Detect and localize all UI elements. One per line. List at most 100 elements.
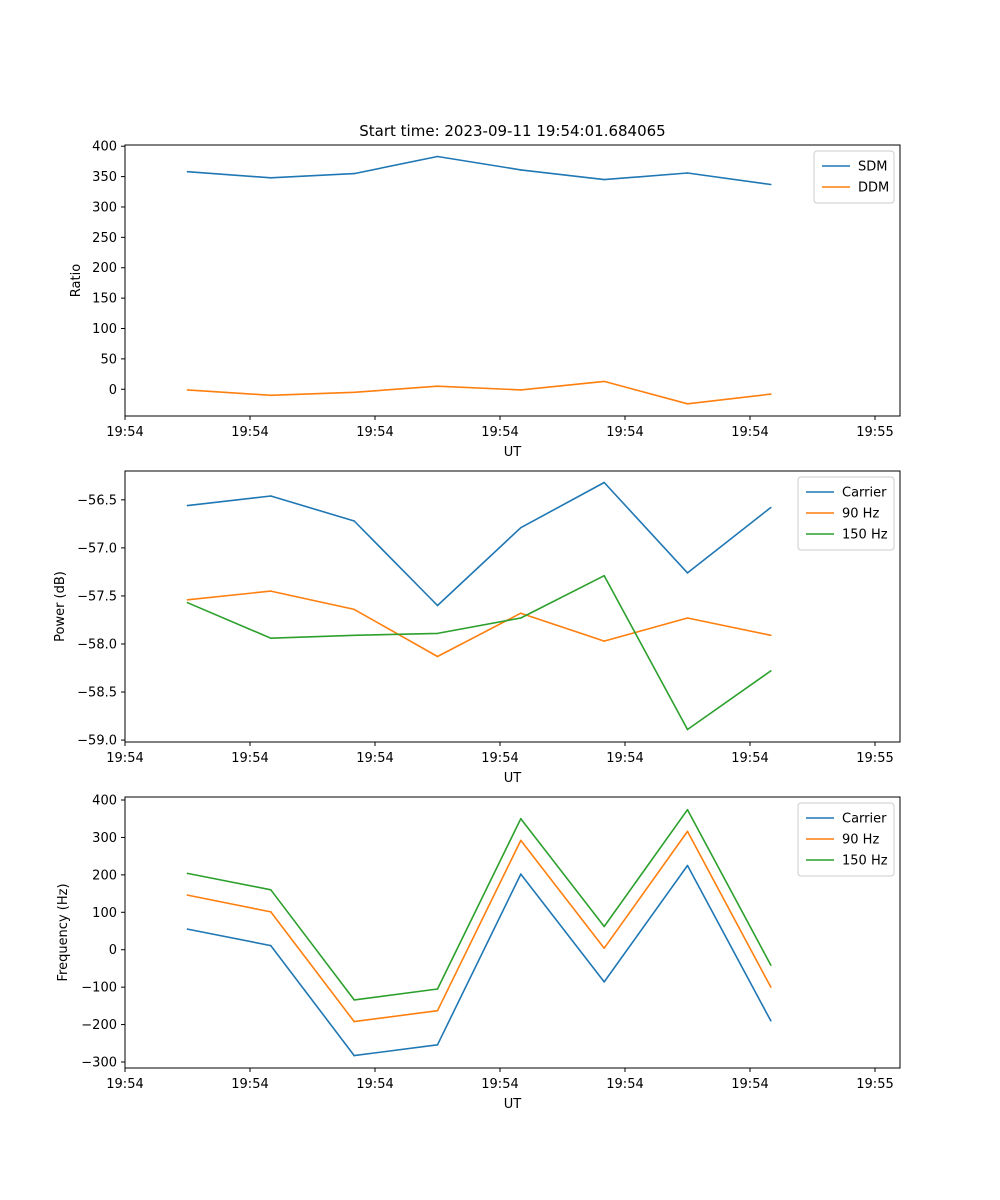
data-point (686, 830, 689, 833)
y-tick-label: 50 (100, 352, 117, 367)
x-tick-label: 19:54 (106, 751, 143, 766)
plot-frame (124, 796, 901, 1069)
data-point (270, 590, 272, 592)
data-point (770, 986, 772, 988)
series-line-90-hz (187, 590, 771, 658)
x-tick-label: 19:54 (481, 425, 518, 440)
data-point (520, 526, 522, 529)
data-point (770, 183, 772, 186)
legend-label: DDM (858, 181, 889, 196)
y-tick-label: 400 (92, 140, 117, 155)
legend-label: Carrier (842, 812, 887, 827)
data-point (353, 1020, 356, 1023)
data-point (686, 572, 689, 574)
legend-label: 150 Hz (842, 854, 888, 869)
y-tick-label: −300 (81, 1056, 117, 1071)
y-tick-label: 150 (92, 292, 117, 307)
data-point (686, 172, 689, 174)
data-point (270, 177, 272, 179)
data-point (270, 889, 272, 891)
legend: Carrier 90 Hz 150 Hz (797, 802, 895, 877)
y-tick-label: 200 (92, 261, 117, 276)
y-tick-label: 300 (92, 200, 117, 215)
data-point (770, 634, 772, 637)
data-point (603, 640, 605, 642)
data-point (353, 1054, 356, 1057)
data-point (270, 637, 272, 639)
y-tick-label: −56.5 (77, 493, 117, 508)
x-axis-label: UT (504, 445, 522, 460)
data-point (603, 178, 605, 181)
data-point (770, 670, 772, 672)
plot-frame (124, 144, 901, 417)
data-point (436, 385, 439, 388)
series-line-ddm (187, 380, 771, 405)
data-point (186, 894, 189, 896)
data-point (270, 944, 272, 947)
data-point (186, 599, 189, 601)
data-point (353, 999, 356, 1001)
legend-box (797, 476, 895, 551)
data-point (520, 817, 522, 820)
x-axis-label: UT (504, 771, 522, 786)
data-point (520, 839, 522, 842)
legend-box (797, 802, 895, 877)
y-axis-label: Frequency (Hz) (56, 883, 71, 981)
x-tick-label: 19:54 (606, 425, 643, 440)
y-tick-label: 200 (92, 868, 117, 883)
data-point (353, 520, 356, 522)
chart-title: Start time: 2023-09-11 19:54:01.684065 (359, 122, 665, 140)
data-point (270, 495, 272, 497)
y-tick-label: 250 (92, 231, 117, 246)
data-point (436, 604, 439, 607)
power-panel: UT Power (dB) 19:54 19:54 19:54 19:54 19:54 1… (53, 470, 901, 786)
data-point (686, 808, 689, 811)
legend: SDM DDM (813, 150, 895, 204)
legend-label: 150 Hz (842, 528, 888, 543)
data-point (686, 864, 689, 867)
x-tick-label: 19:54 (731, 425, 768, 440)
y-tick-label: 0 (109, 383, 117, 398)
data-point (520, 612, 522, 614)
y-tick-label: −57.0 (77, 541, 117, 556)
x-tick-label: 19:55 (856, 1077, 893, 1092)
x-tick-label: 19:54 (481, 1077, 518, 1092)
data-point (520, 617, 522, 619)
x-tick-label: 19:54 (106, 1077, 143, 1092)
x-tick-label: 19:54 (231, 425, 268, 440)
data-point (436, 1044, 439, 1046)
x-tick-label: 19:54 (481, 751, 518, 766)
frequency-panel: UT Frequency (Hz) 19:54 19:54 19:54 19:54 19… (56, 793, 901, 1112)
legend-label: Carrier (842, 486, 887, 501)
data-point (686, 617, 689, 619)
legend-label: SDM (858, 160, 887, 175)
data-point (186, 170, 189, 173)
data-point (603, 481, 605, 484)
data-point (270, 394, 272, 397)
series-line-90-hz (187, 830, 772, 1023)
data-point (770, 1020, 772, 1022)
data-point (353, 391, 356, 394)
data-point (436, 655, 439, 658)
data-point (520, 389, 522, 391)
data-point (520, 169, 522, 171)
series-line-carrier (187, 864, 772, 1057)
y-axis-label: Power (dB) (53, 571, 68, 642)
data-point (186, 601, 189, 604)
data-point (436, 1009, 439, 1012)
y-tick-label: −59.0 (77, 734, 117, 749)
data-point (770, 393, 772, 395)
data-point (436, 155, 439, 158)
x-tick-label: 19:55 (856, 751, 893, 766)
y-tick-label: 100 (92, 906, 117, 921)
data-point (186, 389, 189, 391)
legend-label: 90 Hz (842, 507, 879, 522)
data-point (603, 947, 605, 949)
x-tick-label: 19:54 (356, 425, 393, 440)
legend-label: 90 Hz (842, 833, 879, 848)
x-tick-label: 19:54 (356, 1077, 393, 1092)
data-point (353, 608, 356, 611)
data-point (353, 172, 356, 175)
data-point (686, 728, 689, 731)
